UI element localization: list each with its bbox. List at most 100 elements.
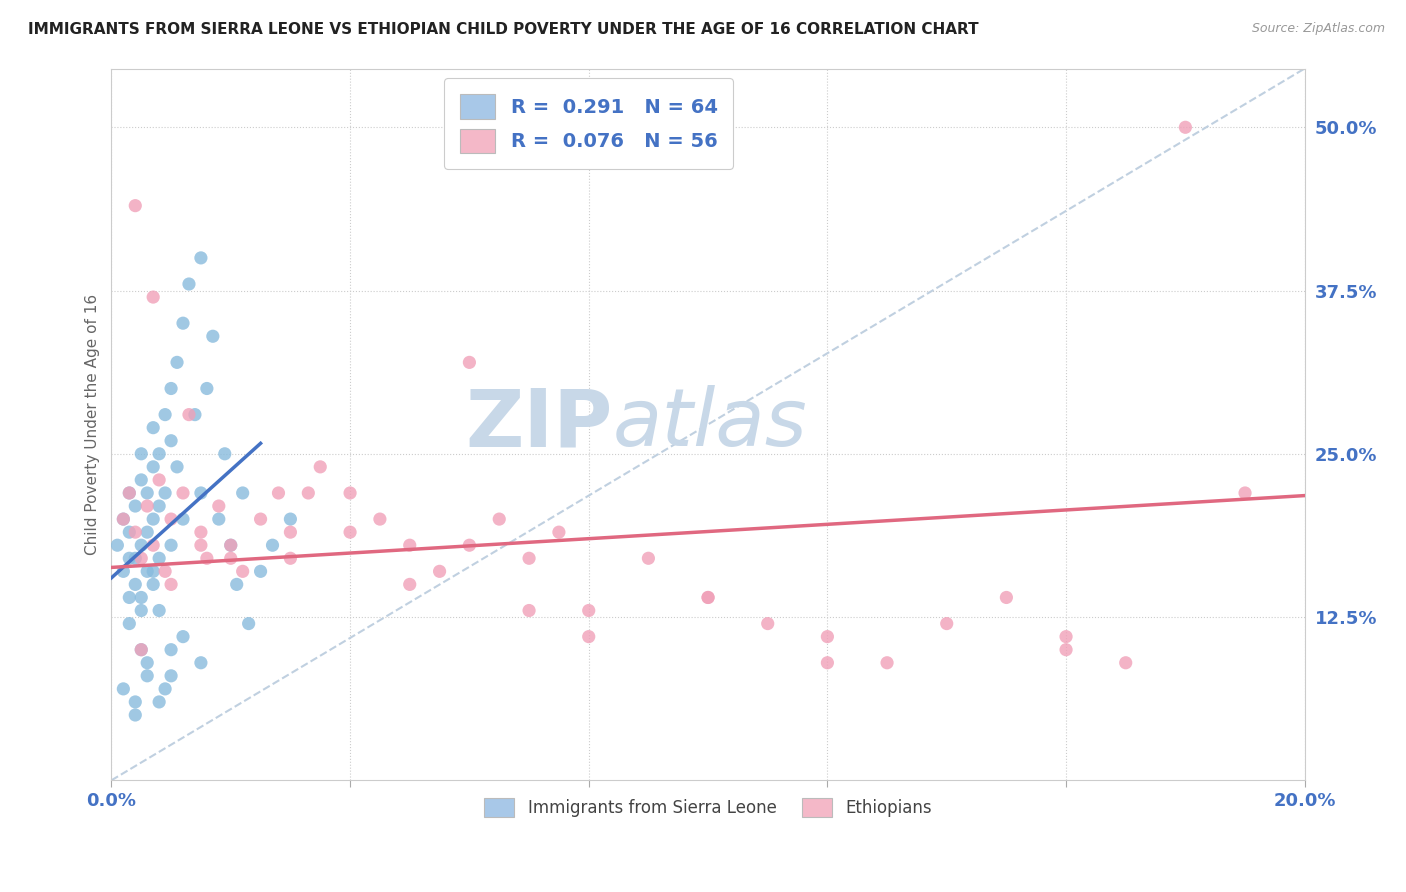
Point — [112, 512, 135, 526]
Point — [214, 447, 236, 461]
Point — [124, 551, 146, 566]
Point — [153, 486, 176, 500]
Point — [280, 512, 302, 526]
Point — [184, 408, 207, 422]
Point — [995, 591, 1018, 605]
Point — [578, 630, 600, 644]
Point — [697, 591, 720, 605]
Point — [160, 538, 183, 552]
Point — [142, 538, 165, 552]
Point — [398, 538, 420, 552]
Point — [129, 473, 152, 487]
Point — [1054, 642, 1077, 657]
Point — [148, 447, 170, 461]
Point — [815, 656, 838, 670]
Point — [249, 512, 271, 526]
Point — [136, 486, 159, 500]
Text: IMMIGRANTS FROM SIERRA LEONE VS ETHIOPIAN CHILD POVERTY UNDER THE AGE OF 16 CORR: IMMIGRANTS FROM SIERRA LEONE VS ETHIOPIA… — [28, 22, 979, 37]
Point — [935, 616, 957, 631]
Point — [112, 681, 135, 696]
Point — [172, 630, 194, 644]
Point — [297, 486, 319, 500]
Point — [166, 355, 188, 369]
Point — [129, 447, 152, 461]
Point — [118, 551, 141, 566]
Point — [118, 525, 141, 540]
Point — [339, 525, 361, 540]
Point — [129, 551, 152, 566]
Point — [488, 512, 510, 526]
Point — [232, 486, 254, 500]
Point — [153, 565, 176, 579]
Point — [201, 329, 224, 343]
Point — [232, 565, 254, 579]
Point — [129, 538, 152, 552]
Point — [160, 642, 183, 657]
Point — [309, 459, 332, 474]
Point — [190, 251, 212, 265]
Point — [398, 577, 420, 591]
Point — [219, 538, 242, 552]
Point — [129, 642, 152, 657]
Point — [118, 486, 141, 500]
Point — [136, 525, 159, 540]
Point — [112, 512, 135, 526]
Point — [142, 512, 165, 526]
Point — [697, 591, 720, 605]
Text: atlas: atlas — [613, 385, 807, 464]
Point — [148, 473, 170, 487]
Point — [578, 603, 600, 617]
Point — [190, 486, 212, 500]
Point — [458, 538, 481, 552]
Point — [815, 630, 838, 644]
Point — [136, 565, 159, 579]
Point — [160, 434, 183, 448]
Point — [339, 486, 361, 500]
Point — [142, 459, 165, 474]
Text: Source: ZipAtlas.com: Source: ZipAtlas.com — [1251, 22, 1385, 36]
Point — [142, 577, 165, 591]
Point — [160, 512, 183, 526]
Point — [118, 616, 141, 631]
Point — [118, 591, 141, 605]
Point — [148, 695, 170, 709]
Point — [172, 486, 194, 500]
Point — [262, 538, 284, 552]
Point — [153, 408, 176, 422]
Point — [190, 538, 212, 552]
Point — [1234, 486, 1257, 500]
Point — [112, 565, 135, 579]
Point — [148, 499, 170, 513]
Point — [124, 199, 146, 213]
Point — [368, 512, 391, 526]
Point — [249, 565, 271, 579]
Point — [124, 708, 146, 723]
Point — [637, 551, 659, 566]
Point — [129, 591, 152, 605]
Point — [124, 695, 146, 709]
Point — [124, 499, 146, 513]
Legend: Immigrants from Sierra Leone, Ethiopians: Immigrants from Sierra Leone, Ethiopians — [477, 789, 941, 825]
Point — [136, 499, 159, 513]
Point — [238, 616, 260, 631]
Point — [219, 538, 242, 552]
Point — [429, 565, 451, 579]
Point — [225, 577, 247, 591]
Point — [136, 656, 159, 670]
Point — [219, 551, 242, 566]
Point — [118, 486, 141, 500]
Point — [148, 603, 170, 617]
Point — [166, 459, 188, 474]
Point — [280, 525, 302, 540]
Point — [190, 656, 212, 670]
Point — [160, 669, 183, 683]
Point — [195, 551, 218, 566]
Point — [172, 316, 194, 330]
Point — [177, 277, 200, 291]
Y-axis label: Child Poverty Under the Age of 16: Child Poverty Under the Age of 16 — [86, 293, 100, 555]
Point — [1115, 656, 1137, 670]
Point — [160, 382, 183, 396]
Point — [190, 525, 212, 540]
Point — [153, 681, 176, 696]
Point — [172, 512, 194, 526]
